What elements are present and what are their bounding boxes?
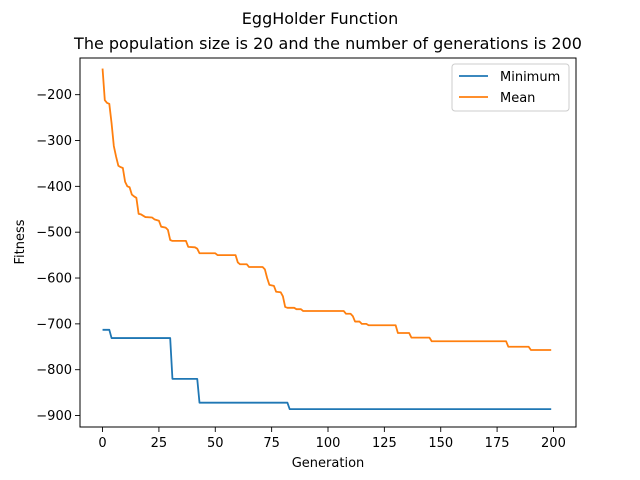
plot-lines <box>101 68 552 411</box>
chart-subtitle: The population size is 20 and the number… <box>73 34 582 53</box>
y-axis-ticks: −900 −800 −700 −600 −500 −400 −300 −200 <box>36 88 80 424</box>
x-tick-label: 175 <box>485 436 510 451</box>
y-axis-label: Fitness <box>13 219 28 264</box>
x-axis-label: Generation <box>292 456 365 471</box>
y-tick-label: −800 <box>36 363 72 378</box>
x-tick-label: 200 <box>541 436 566 451</box>
y-tick-label: −400 <box>36 180 72 195</box>
legend: Minimum Mean <box>451 63 570 112</box>
y-tick-label: −900 <box>36 409 72 424</box>
x-tick-label: 75 <box>263 436 280 451</box>
y-tick-label: −300 <box>36 134 72 149</box>
y-tick-label: −700 <box>36 317 72 332</box>
legend-label-minimum: Minimum <box>500 70 560 85</box>
series-line-mean <box>101 68 552 351</box>
series-line-minimum <box>102 328 552 411</box>
legend-label-mean: Mean <box>500 91 535 106</box>
x-tick-label: 25 <box>151 436 168 451</box>
plot-frame <box>79 57 577 428</box>
y-tick-label: −500 <box>36 226 72 241</box>
y-tick-label: −200 <box>36 88 72 103</box>
y-tick-label: −600 <box>36 272 72 287</box>
x-tick-label: 0 <box>98 436 106 451</box>
x-tick-label: 100 <box>316 436 341 451</box>
x-tick-label: 50 <box>207 436 224 451</box>
x-axis-ticks: 0 25 50 75 100 125 150 175 200 <box>98 427 566 451</box>
x-tick-label: 150 <box>428 436 453 451</box>
chart-title: EggHolder Function <box>242 9 398 28</box>
x-tick-label: 125 <box>372 436 397 451</box>
